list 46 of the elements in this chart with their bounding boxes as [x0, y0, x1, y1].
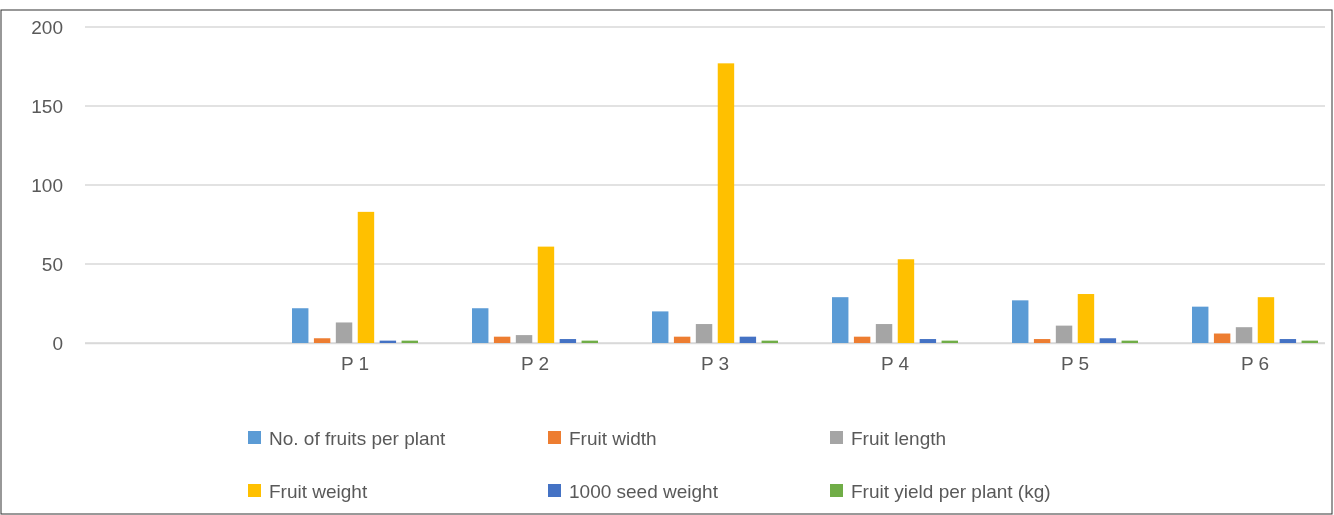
bar: [853, 336, 871, 343]
bar: [832, 297, 849, 343]
bar: [292, 308, 309, 343]
bar: [1099, 338, 1117, 343]
x-tick-label: P 3: [700, 353, 730, 375]
bar: [357, 211, 375, 343]
bar: [1279, 339, 1297, 343]
legend-label: No. of fruits per plant: [269, 427, 447, 449]
bar: [695, 324, 713, 343]
y-tick-label: 100: [31, 174, 63, 196]
bar: [1012, 300, 1029, 343]
bar: [1077, 294, 1095, 343]
bar: [1033, 339, 1051, 343]
bar: [673, 336, 691, 343]
bar: [493, 336, 511, 343]
bar: [1192, 306, 1209, 343]
bar: [537, 246, 555, 343]
legend-label: Fruit weight: [269, 480, 368, 502]
y-tick-label: 150: [31, 95, 63, 117]
bar: [1235, 327, 1253, 343]
y-tick-label: 200: [31, 16, 63, 38]
x-tick-label: P 1: [340, 353, 370, 375]
x-tick-label: P 4: [880, 353, 910, 375]
bar: [313, 338, 331, 343]
legend-label: Fruit length: [851, 427, 947, 449]
bar: [875, 324, 893, 343]
y-tick-label: 0: [52, 332, 63, 354]
bar: [897, 259, 915, 343]
bar: [559, 339, 577, 343]
legend-label: Fruit width: [569, 427, 657, 449]
bar: [1257, 297, 1275, 343]
bar: [1213, 333, 1231, 343]
x-tick-label: P 2: [520, 353, 550, 375]
bar: [1055, 325, 1073, 343]
bar: [472, 308, 489, 343]
bar: [515, 335, 533, 343]
legend-label: Fruit yield per plant (kg): [851, 480, 1051, 502]
bar: [335, 322, 353, 343]
x-tick-label: P 5: [1060, 353, 1090, 375]
bar: [739, 336, 757, 343]
y-tick-label: 50: [41, 253, 63, 275]
bar: [652, 311, 669, 343]
bar: [717, 63, 735, 343]
legend-label: 1000 seed weight: [569, 480, 719, 502]
x-tick-label: P 6: [1240, 353, 1270, 375]
bar: [919, 339, 937, 343]
